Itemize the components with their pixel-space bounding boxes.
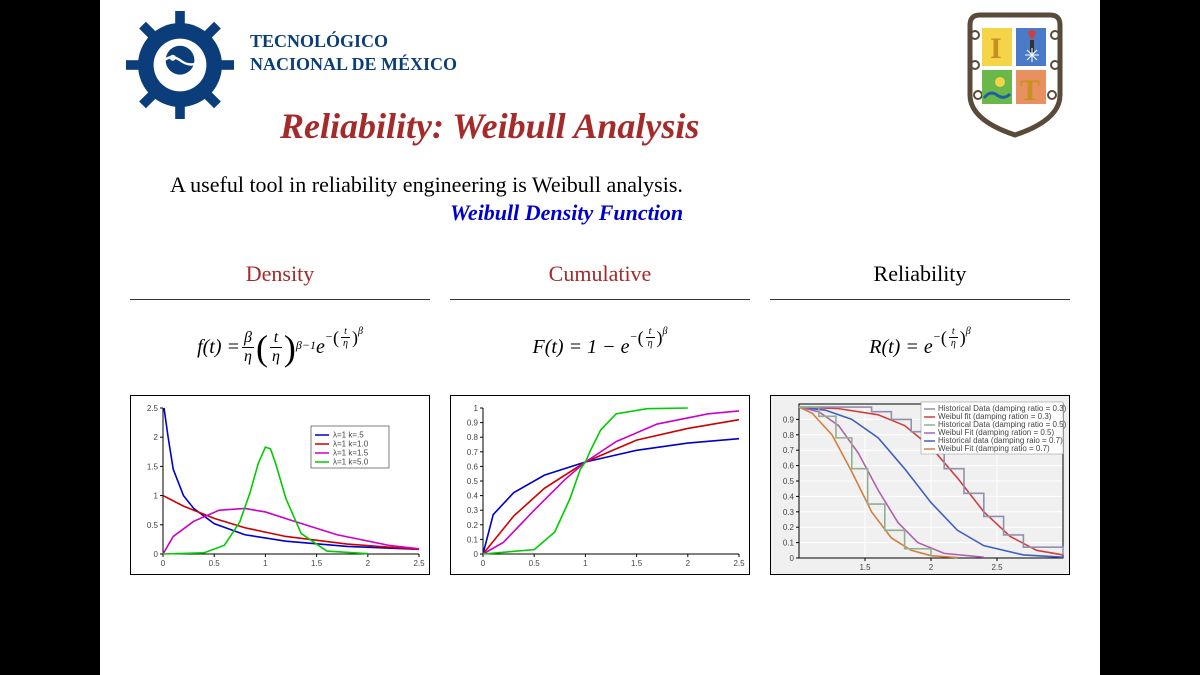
svg-text:0.8: 0.8 bbox=[783, 431, 795, 440]
svg-text:1.5: 1.5 bbox=[631, 559, 643, 568]
svg-text:0.5: 0.5 bbox=[467, 477, 479, 486]
svg-text:I: I bbox=[990, 32, 1002, 65]
svg-text:1: 1 bbox=[583, 559, 588, 568]
svg-text:1: 1 bbox=[263, 559, 268, 568]
logo-shield-icon: I T bbox=[960, 10, 1070, 140]
logo-tecnm-icon bbox=[120, 5, 240, 125]
svg-text:T: T bbox=[1020, 74, 1040, 107]
svg-text:0.9: 0.9 bbox=[783, 415, 795, 424]
col-density: Density f(t) = βη (tη) β−1 e −(tη)β 0 0.5… bbox=[120, 255, 440, 645]
institution-line1: TECNOLÓGICO bbox=[250, 30, 457, 53]
institution-line2: NACIONAL DE MÉXICO bbox=[250, 53, 457, 76]
slide-title: Reliability: Weibull Analysis bbox=[280, 105, 699, 147]
svg-text:2.5: 2.5 bbox=[413, 559, 425, 568]
chart-cumulative: 0 0.5 1 1.5 2 2.5 0 0.1 0.2 0.3 0.4 0.5 0.6 0.7 0.8 0.9… bbox=[450, 395, 750, 575]
chart-density: 00.511.522.500.511.522.5λ=1 k=.5λ=1 k=1.… bbox=[130, 395, 430, 575]
col-cumulative: Cumulative F(t) = 1 − e −(tη)β 0 0.5 1 1.5 2… bbox=[440, 255, 760, 645]
svg-text:2: 2 bbox=[366, 559, 371, 568]
svg-text:2.5: 2.5 bbox=[147, 404, 159, 413]
svg-text:0.6: 0.6 bbox=[467, 462, 479, 471]
chart-reliability: 1.522.500.10.20.30.40.50.60.70.80.9Histo… bbox=[770, 395, 1070, 575]
formula-density: f(t) = βη (tη) β−1 e −(tη)β bbox=[130, 300, 430, 395]
svg-text:0.9: 0.9 bbox=[467, 419, 479, 428]
svg-text:2: 2 bbox=[686, 559, 691, 568]
svg-text:λ=1 k=5.0: λ=1 k=5.0 bbox=[333, 458, 369, 467]
svg-text:0: 0 bbox=[481, 559, 486, 568]
svg-text:0: 0 bbox=[790, 554, 795, 563]
formula-reliability: R(t) = e −(tη)β bbox=[770, 300, 1070, 395]
svg-text:0.3: 0.3 bbox=[467, 506, 479, 515]
col-reliability: Reliability R(t) = e −(tη)β 1.5 2 2.5 0 0.1 0… bbox=[760, 255, 1080, 645]
svg-text:0.1: 0.1 bbox=[783, 539, 795, 548]
svg-text:0.5: 0.5 bbox=[147, 521, 159, 530]
intro-text: A useful tool in reliability engineering… bbox=[170, 172, 683, 198]
svg-text:0.5: 0.5 bbox=[209, 559, 221, 568]
svg-text:0.6: 0.6 bbox=[783, 462, 795, 471]
svg-text:0.3: 0.3 bbox=[783, 508, 795, 517]
svg-text:0.4: 0.4 bbox=[783, 492, 795, 501]
col-header-reliability: Reliability bbox=[770, 255, 1070, 300]
svg-text:1: 1 bbox=[474, 404, 479, 413]
slide: TECNOLÓGICO NACIONAL DE MÉXICO I T bbox=[100, 0, 1100, 675]
svg-text:0.1: 0.1 bbox=[467, 535, 479, 544]
svg-text:0: 0 bbox=[474, 550, 479, 559]
svg-text:0: 0 bbox=[154, 550, 159, 559]
col-header-density: Density bbox=[130, 255, 430, 300]
header: TECNOLÓGICO NACIONAL DE MÉXICO I T bbox=[100, 0, 1100, 170]
svg-text:0.7: 0.7 bbox=[467, 448, 479, 457]
svg-text:0.5: 0.5 bbox=[529, 559, 541, 568]
svg-text:0.2: 0.2 bbox=[783, 523, 795, 532]
svg-text:0.8: 0.8 bbox=[467, 433, 479, 442]
svg-text:1.5: 1.5 bbox=[147, 462, 159, 471]
svg-text:λ=1 k=1.0: λ=1 k=1.0 bbox=[333, 440, 369, 449]
svg-text:0.5: 0.5 bbox=[783, 477, 795, 486]
svg-text:1.5: 1.5 bbox=[859, 563, 871, 572]
subtitle: Weibull Density Function bbox=[450, 200, 683, 226]
svg-text:2: 2 bbox=[929, 563, 934, 572]
columns: Density f(t) = βη (tη) β−1 e −(tη)β 0 0.5… bbox=[120, 255, 1080, 645]
institution-name: TECNOLÓGICO NACIONAL DE MÉXICO bbox=[250, 30, 457, 77]
svg-text:2.5: 2.5 bbox=[733, 559, 745, 568]
svg-text:1: 1 bbox=[154, 492, 159, 501]
formula-cumulative: F(t) = 1 − e −(tη)β bbox=[450, 300, 750, 395]
svg-text:0.7: 0.7 bbox=[783, 446, 795, 455]
svg-text:0.4: 0.4 bbox=[467, 492, 479, 501]
svg-text:0: 0 bbox=[161, 559, 166, 568]
svg-text:λ=1 k=.5: λ=1 k=.5 bbox=[333, 431, 364, 440]
svg-text:2.5: 2.5 bbox=[991, 563, 1003, 572]
svg-text:Weibul Fit (damping ratio = 0.: Weibul Fit (damping ratio = 0.7) bbox=[938, 444, 1050, 453]
svg-text:λ=1 k=1.5: λ=1 k=1.5 bbox=[333, 449, 369, 458]
svg-text:2: 2 bbox=[154, 433, 159, 442]
svg-text:1.5: 1.5 bbox=[311, 559, 323, 568]
svg-text:0.2: 0.2 bbox=[467, 521, 479, 530]
col-header-cumulative: Cumulative bbox=[450, 255, 750, 300]
